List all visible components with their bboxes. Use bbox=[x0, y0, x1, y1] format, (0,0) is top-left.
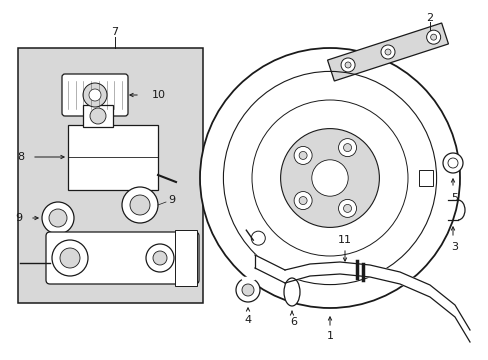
Text: 11: 11 bbox=[337, 235, 351, 245]
Circle shape bbox=[251, 231, 265, 245]
Text: 5: 5 bbox=[450, 193, 458, 203]
Circle shape bbox=[384, 49, 390, 55]
Bar bbox=[418, 170, 432, 186]
Text: 9: 9 bbox=[15, 213, 22, 223]
Circle shape bbox=[343, 144, 351, 152]
Circle shape bbox=[442, 153, 462, 173]
Circle shape bbox=[122, 187, 158, 223]
Circle shape bbox=[338, 199, 356, 217]
Circle shape bbox=[340, 58, 354, 72]
Circle shape bbox=[299, 152, 306, 159]
Text: 8: 8 bbox=[17, 152, 24, 162]
Circle shape bbox=[83, 83, 107, 107]
Text: 2: 2 bbox=[426, 13, 433, 23]
Circle shape bbox=[153, 251, 167, 265]
Text: 1: 1 bbox=[326, 331, 333, 341]
FancyBboxPatch shape bbox=[62, 74, 128, 116]
Circle shape bbox=[430, 34, 436, 40]
Circle shape bbox=[293, 147, 311, 165]
Text: 9: 9 bbox=[168, 195, 175, 205]
Polygon shape bbox=[254, 255, 285, 283]
Circle shape bbox=[60, 248, 80, 268]
Text: 6: 6 bbox=[290, 317, 297, 327]
Polygon shape bbox=[285, 262, 469, 342]
Circle shape bbox=[90, 108, 106, 124]
Circle shape bbox=[280, 129, 379, 228]
Circle shape bbox=[299, 197, 306, 204]
Text: 3: 3 bbox=[450, 242, 458, 252]
Polygon shape bbox=[327, 23, 447, 81]
Text: 10: 10 bbox=[152, 90, 165, 100]
Circle shape bbox=[89, 89, 101, 101]
Bar bbox=[83, 105, 113, 127]
FancyBboxPatch shape bbox=[46, 232, 199, 284]
Circle shape bbox=[130, 195, 150, 215]
Circle shape bbox=[146, 244, 174, 272]
Circle shape bbox=[42, 202, 74, 234]
Circle shape bbox=[236, 278, 260, 302]
Ellipse shape bbox=[284, 278, 299, 306]
Circle shape bbox=[293, 192, 311, 210]
Circle shape bbox=[426, 30, 440, 44]
Bar bbox=[68, 125, 158, 190]
Bar bbox=[18, 48, 203, 303]
Circle shape bbox=[311, 160, 347, 196]
Circle shape bbox=[49, 209, 67, 227]
Circle shape bbox=[242, 284, 253, 296]
Text: 4: 4 bbox=[244, 315, 251, 325]
Bar bbox=[175, 230, 197, 286]
Circle shape bbox=[343, 204, 351, 212]
Circle shape bbox=[338, 139, 356, 157]
Circle shape bbox=[52, 240, 88, 276]
Text: 7: 7 bbox=[111, 27, 118, 37]
Circle shape bbox=[345, 62, 350, 68]
Circle shape bbox=[380, 45, 394, 59]
Circle shape bbox=[200, 48, 459, 308]
